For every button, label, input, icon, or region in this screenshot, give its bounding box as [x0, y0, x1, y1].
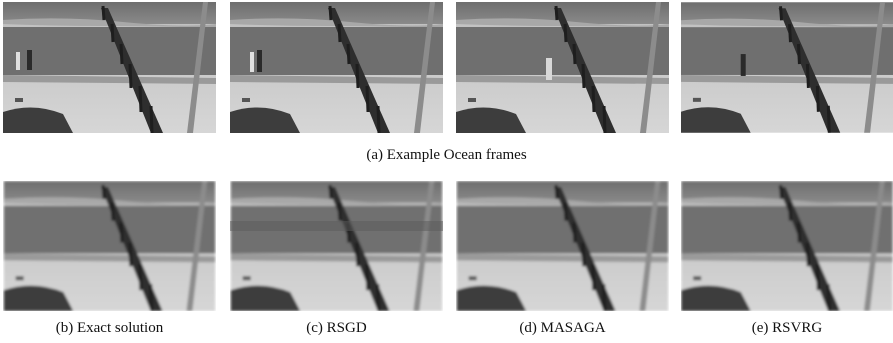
- result-frame: [230, 181, 443, 311]
- ocean-frame: [3, 2, 216, 133]
- caption: (c) RSGD: [230, 320, 443, 337]
- caption: (b) Exact solution: [3, 320, 216, 337]
- ocean-frame: [456, 2, 669, 133]
- result-frame: [456, 181, 669, 311]
- result-frame: [3, 181, 216, 311]
- caption: (a) Example Ocean frames: [0, 147, 893, 164]
- ocean-frame: [681, 2, 893, 133]
- ocean-frame: [230, 2, 443, 133]
- figure: (a) Example Ocean frames (b) Exact solut…: [0, 0, 893, 343]
- caption: (d) MASAGA: [456, 320, 669, 337]
- result-frame: [681, 181, 893, 311]
- caption: (e) RSVRG: [681, 320, 893, 337]
